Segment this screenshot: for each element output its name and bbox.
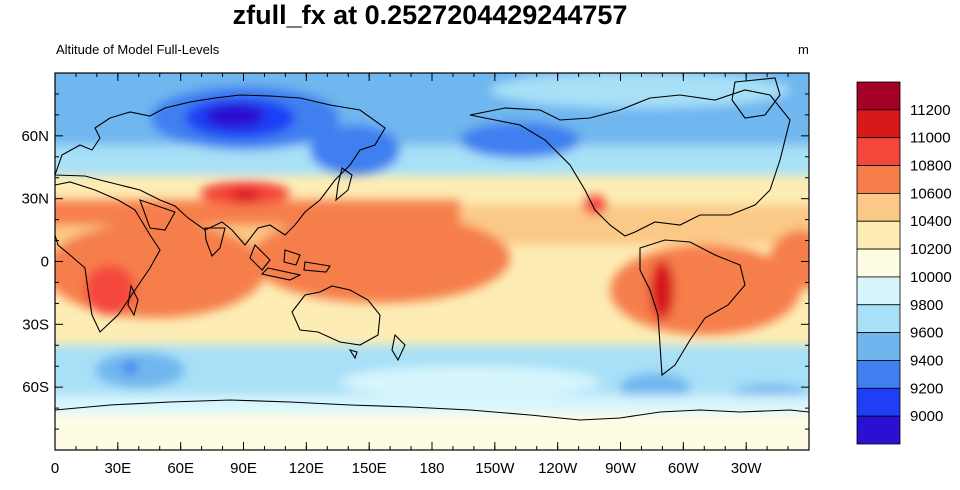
lon-label: 120E (289, 460, 324, 477)
lon-label: 120W (538, 460, 578, 477)
axis-labels: 0 30E 60E 90E 120E 150E 180 150W 120W 90W 60W 30W 60… (21, 128, 762, 477)
colorbar-label: 10000 (910, 269, 952, 286)
lat-label: 60S (22, 379, 49, 396)
map-subtitle: Altitude of Model Full-Levels (56, 42, 220, 57)
coastline-australia (291, 285, 381, 346)
lon-label: 90W (605, 460, 637, 477)
lat-label: 0 (41, 254, 49, 271)
units-label: m (798, 42, 809, 57)
colorbar-swatch (856, 387, 901, 417)
map-title: zfull_fx at 0.2527204429244757 (232, 0, 628, 30)
lon-label: 60W (668, 460, 700, 477)
colorbar-label: 9200 (910, 380, 943, 397)
colorbar-label: 9800 (910, 297, 943, 314)
colorbar-label: 10200 (910, 241, 952, 258)
coastline-eurasia (55, 94, 386, 246)
coastline-north-america (469, 89, 791, 237)
lon-label: 30W (731, 460, 763, 477)
lon-label: 30E (104, 460, 131, 477)
coastlines (55, 77, 809, 421)
colorbar-label: 11200 (910, 102, 951, 119)
colorbar: 11200 11000 10800 10600 10400 10200 10000 9800 9… (856, 81, 952, 445)
lon-label: 150W (475, 460, 515, 477)
lat-label: 60N (21, 128, 49, 145)
colorbar-swatch (856, 415, 901, 445)
colorbar-label: 10800 (910, 158, 952, 175)
colorbar-label: 9400 (910, 352, 943, 369)
lon-label: 90E (230, 460, 257, 477)
colorbar-swatch (856, 165, 901, 194)
colorbar-swatch (856, 304, 901, 334)
colorbar-swatch (856, 109, 901, 139)
lon-label: 0 (51, 460, 59, 477)
colorbar-swatch (856, 137, 901, 166)
colorbar-swatch (856, 220, 901, 250)
lat-label: 30N (21, 191, 49, 208)
colorbar-label: 11000 (910, 130, 951, 147)
lon-label: 180 (419, 460, 444, 477)
field-shading (55, 73, 809, 450)
lat-label: 30S (22, 316, 49, 333)
axis-ticks (54, 73, 810, 450)
colorbar-swatch (856, 192, 901, 222)
colorbar-label: 10600 (910, 185, 952, 202)
colorbar-label: 10400 (910, 213, 952, 230)
colorbar-swatch (856, 276, 901, 306)
colorbar-label: 9600 (910, 325, 943, 342)
colorbar-swatch (856, 248, 901, 278)
coastline-south-america (639, 239, 746, 377)
colorbar-swatch (856, 332, 901, 361)
lon-label: 150E (352, 460, 387, 477)
coastline-africa (55, 181, 161, 333)
coastline-antarctica (55, 399, 809, 421)
lon-label: 60E (167, 460, 194, 477)
colorbar-swatch (856, 360, 901, 389)
colorbar-swatch (856, 81, 901, 111)
colorbar-label: 9000 (910, 408, 943, 425)
